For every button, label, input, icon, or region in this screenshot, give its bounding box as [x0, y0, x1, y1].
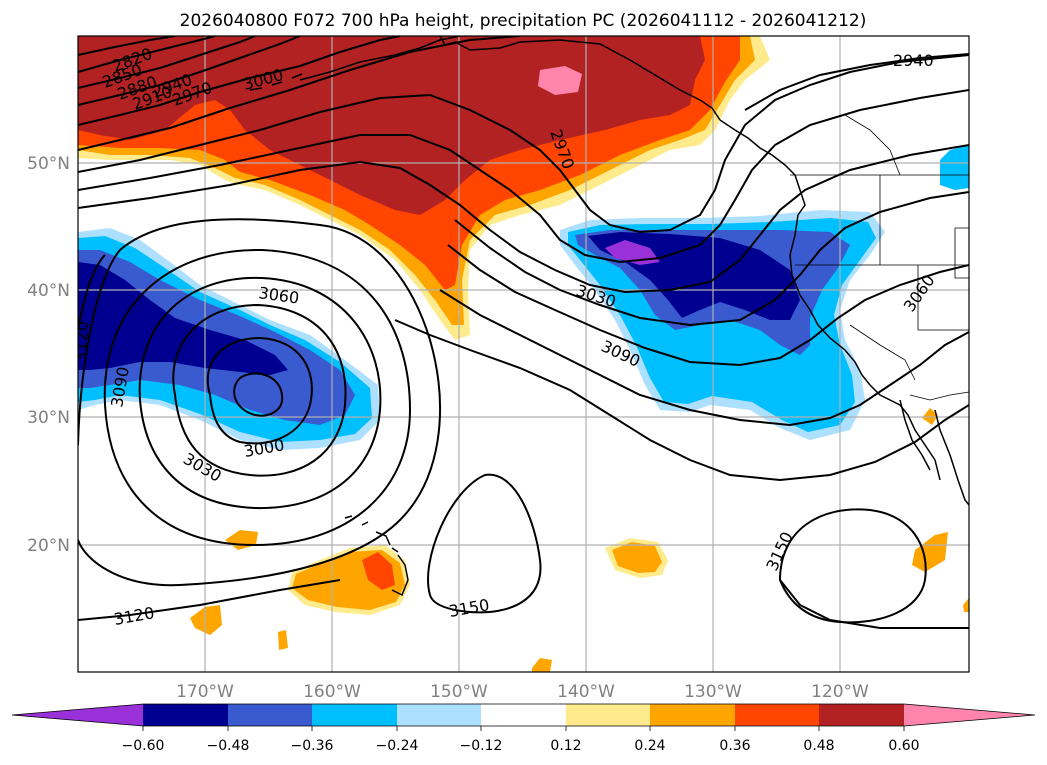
colorbar-segment	[735, 704, 819, 726]
colorbar-extend-right	[904, 704, 1035, 726]
map-title: 2026040800 F072 700 hPa height, precipit…	[180, 11, 867, 31]
height-contours	[78, 36, 969, 629]
colorbar-segment	[481, 704, 566, 726]
colorbar-tick-label: −0.24	[376, 738, 419, 754]
lon-label: 150°W	[430, 682, 488, 702]
shading-positive-patch-g	[963, 598, 969, 612]
shading-positive-hawaii-036	[362, 552, 395, 590]
colorbar-tick-label: 0.48	[803, 738, 834, 754]
lat-label: 50°N	[27, 154, 70, 174]
colorbar-segment	[228, 704, 312, 726]
colorbar-segment	[312, 704, 397, 726]
shading-positive-north-060	[538, 66, 582, 95]
shading-positive-patch-c-inner	[612, 542, 662, 573]
colorbar-segment	[650, 704, 735, 726]
lat-label: 40°N	[27, 281, 70, 301]
lon-label: 130°W	[684, 682, 742, 702]
colorbar-tick-label: 0.12	[550, 738, 581, 754]
colorbar-segment	[566, 704, 650, 726]
map-frame	[77, 35, 970, 673]
shading-negative-northeast	[940, 145, 969, 190]
lon-label: 140°W	[557, 682, 615, 702]
colorbar-tick-label: −0.12	[460, 738, 503, 754]
shading-positive-patch-e	[532, 658, 552, 672]
contour-label: 3120	[71, 321, 91, 362]
contour-label: 2940	[893, 51, 934, 70]
colorbar-tick-label: −0.60	[122, 738, 165, 754]
shading-positive-patch-d	[912, 532, 948, 572]
colorbar-ticks	[142, 726, 905, 731]
longitude-labels: 170°W 160°W 150°W 140°W 130°W 120°W	[176, 682, 869, 702]
colorbar: −0.60 −0.48 −0.36 −0.24 −0.12 0.12 0.24 …	[11, 703, 1036, 754]
latitude-labels: 50°N 40°N 30°N 20°N	[27, 154, 70, 556]
colorbar-extend-left	[12, 704, 143, 726]
borders	[790, 114, 969, 401]
lon-label: 170°W	[176, 682, 234, 702]
colorbar-segment	[143, 704, 228, 726]
colorbar-tick-label: −0.48	[207, 738, 250, 754]
colorbar-tick-label: 0.60	[888, 738, 919, 754]
colorbar-tick-label: −0.36	[291, 738, 334, 754]
lat-label: 30°N	[27, 408, 70, 428]
colorbar-segment	[397, 704, 481, 726]
shading-positive-patch-b	[190, 605, 222, 635]
lon-label: 160°W	[303, 682, 361, 702]
colorbar-tick-label: 0.24	[634, 738, 665, 754]
lon-label: 120°W	[811, 682, 869, 702]
map-content: 2820 2850 2880 2910 2940 2970 3000 2970 …	[71, 36, 969, 672]
shading-positive-patch-f	[278, 630, 288, 650]
lat-label: 20°N	[27, 536, 70, 556]
colorbar-segment	[819, 704, 904, 726]
colorbar-tick-label: 0.36	[719, 738, 750, 754]
